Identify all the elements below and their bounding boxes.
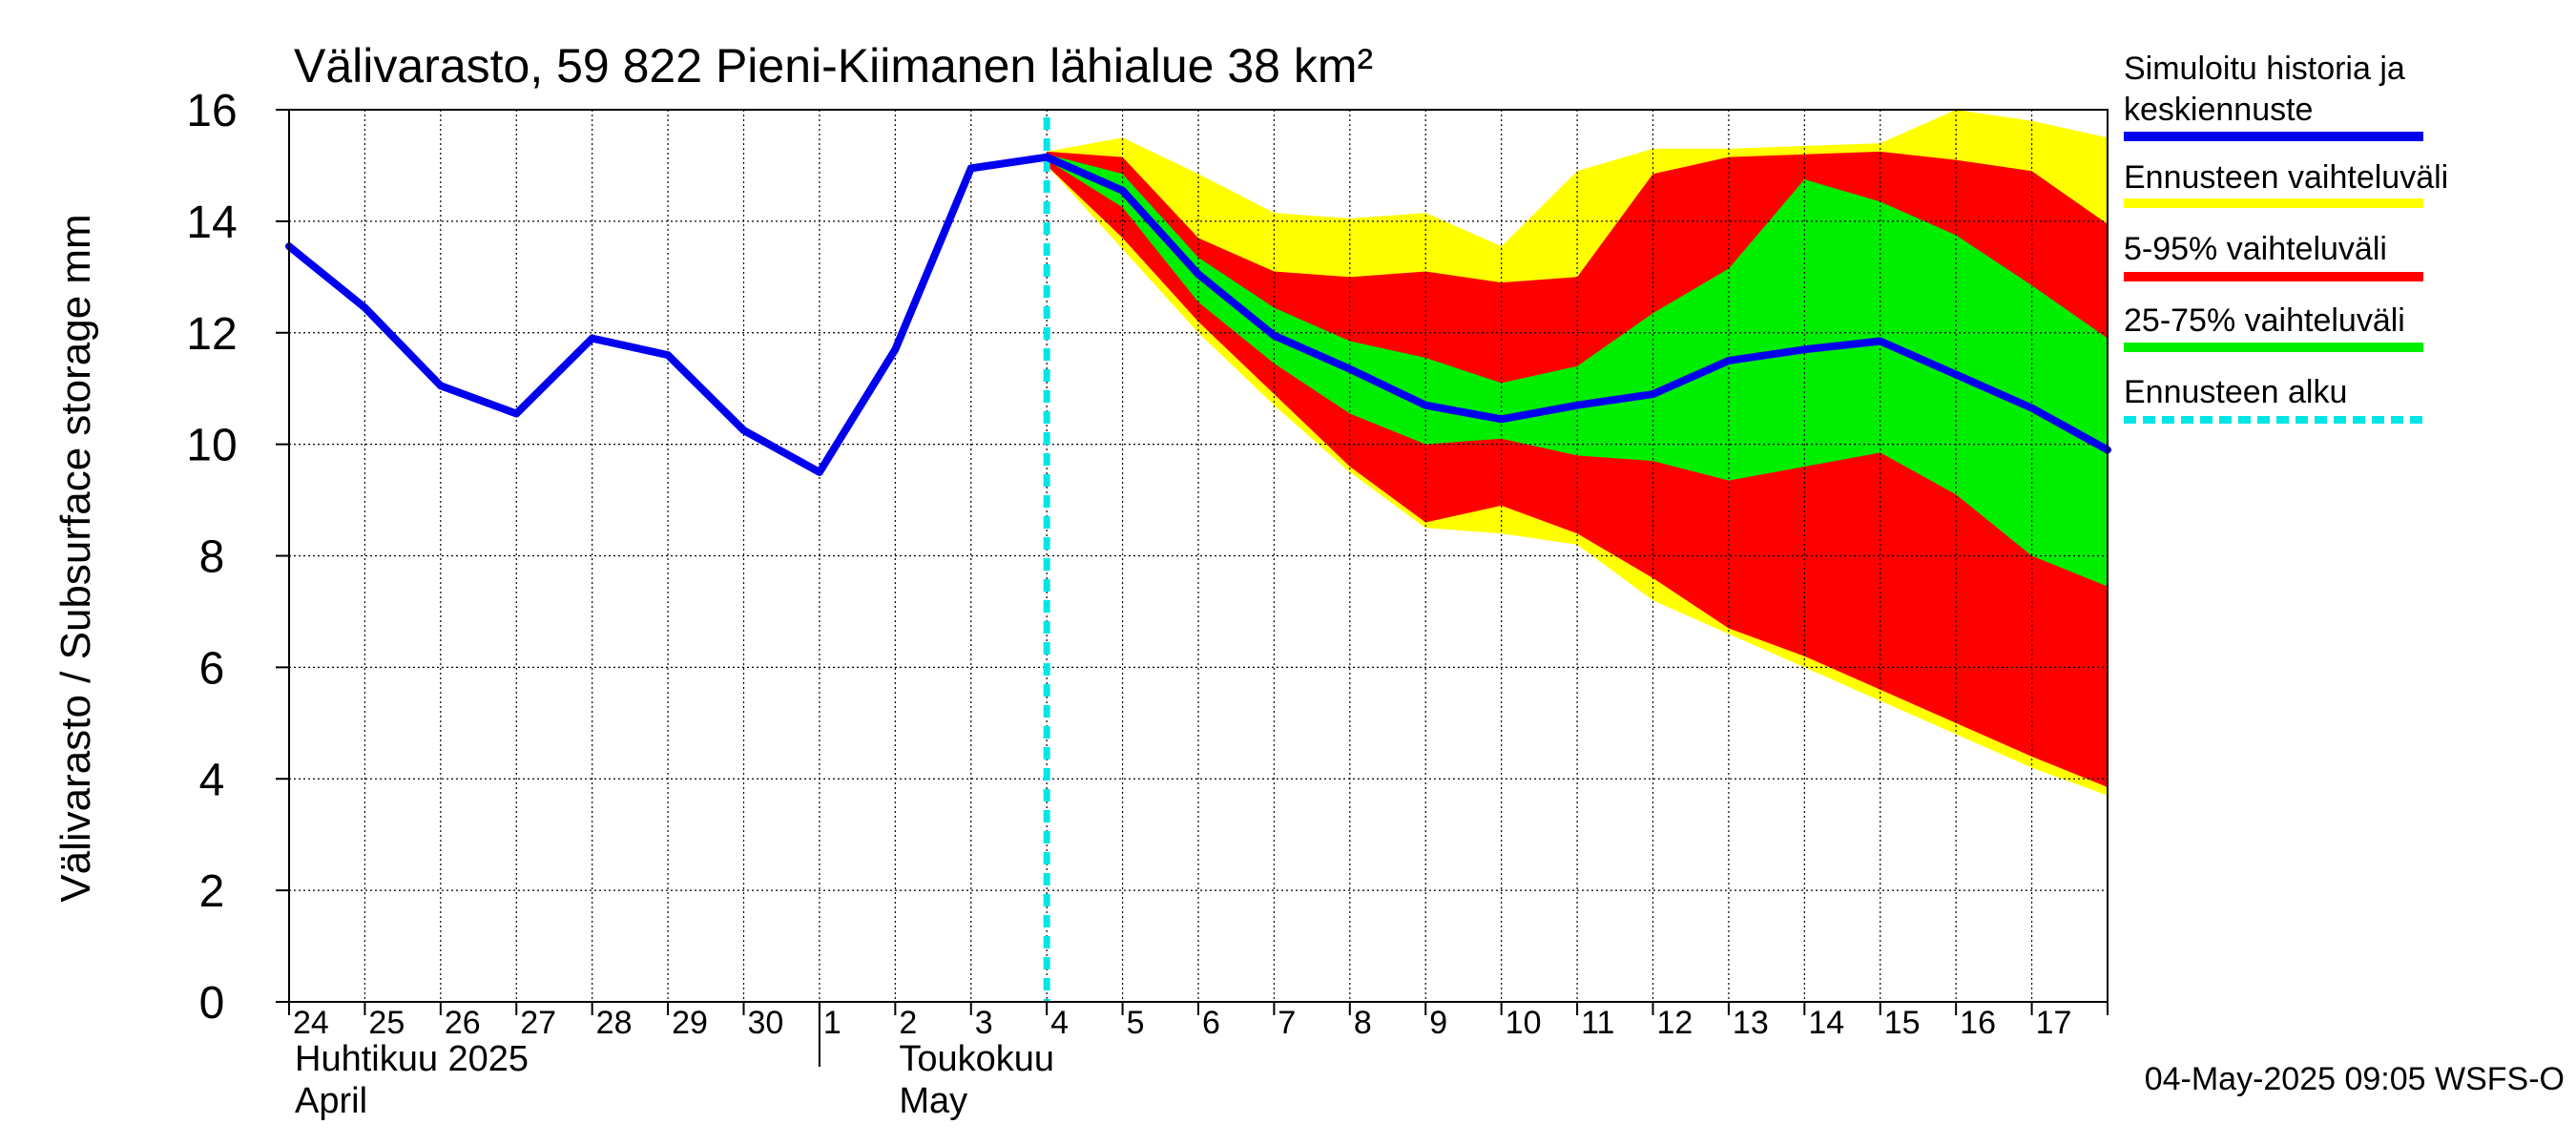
y-tick-label: 2: [199, 866, 225, 917]
y-tick-label: 6: [199, 643, 225, 694]
x-tick-label: 1: [823, 1005, 841, 1041]
x-tick-label: 24: [293, 1005, 329, 1041]
x-tick-label: 12: [1657, 1005, 1693, 1041]
x-tick-label: 8: [1354, 1005, 1372, 1041]
x-tick-label: 5: [1127, 1005, 1145, 1041]
y-tick-label: 16: [186, 86, 237, 136]
legend-label: Ennusteen alku: [2124, 374, 2347, 410]
x-tick-label: 17: [2036, 1005, 2072, 1041]
y-tick-label: 10: [186, 421, 237, 471]
x-tick-label: 26: [445, 1005, 481, 1041]
x-tick-label: 9: [1429, 1005, 1447, 1041]
y-tick-label: 14: [186, 198, 237, 248]
y-tick-label: 12: [186, 309, 237, 360]
month-label: Huhtikuu 2025: [295, 1039, 529, 1079]
x-tick-label: 2: [899, 1005, 917, 1041]
x-tick-label: 29: [672, 1005, 708, 1041]
legend: Simuloitu historia ja keskiennuste Ennuste…: [2124, 51, 2448, 424]
month-label: Toukokuu: [899, 1039, 1054, 1079]
legend-label: 5-95% vaihteluväli: [2124, 231, 2387, 267]
x-tick-label: 6: [1202, 1005, 1220, 1041]
y-tick-label: 8: [199, 532, 225, 583]
series-line-0: [285, 153, 2111, 476]
month-label-en: April: [295, 1081, 367, 1121]
x-tick-label: 3: [975, 1005, 993, 1041]
x-tick-label: 14: [1808, 1005, 1844, 1041]
y-tick-label: 4: [199, 755, 225, 805]
x-tick-label: 16: [1960, 1005, 1996, 1041]
legend-label-line2: keskiennuste: [2124, 92, 2313, 128]
x-tick-label: 10: [1506, 1005, 1542, 1041]
legend-label: 25-75% vaihteluväli: [2124, 302, 2405, 339]
y-axis-ticks: 0 2 4 6 8 10 12 14 16: [186, 86, 289, 1029]
y-axis-label: Välivarasto / Subsurface storage mm: [52, 214, 99, 902]
x-tick-label: 4: [1050, 1005, 1069, 1041]
band-3: [1047, 154, 2108, 587]
month-label-en: May: [899, 1081, 967, 1121]
x-tick-label: 30: [748, 1005, 784, 1041]
chart-title: Välivarasto, 59 822 Pieni-Kiimanen lähia…: [294, 39, 1373, 93]
series-lines: [285, 153, 2111, 476]
x-tick-label: 11: [1581, 1005, 1614, 1041]
x-tick-label: 15: [1884, 1005, 1921, 1041]
timestamp: 04-May-2025 09:05 WSFS-O: [2145, 1061, 2565, 1097]
x-tick-label: 27: [520, 1005, 556, 1041]
legend-label-line1: Simuloitu historia ja: [2124, 51, 2405, 87]
legend-label: Ennusteen vaihteluväli: [2124, 159, 2448, 196]
y-tick-label: 0: [199, 978, 225, 1029]
x-tick-label: 25: [368, 1005, 405, 1041]
x-tick-label: 28: [596, 1005, 633, 1041]
grid-lines: [289, 110, 2108, 1002]
x-axis-ticks: 24 25 26 27 28 29 30 1 2 3 4 5 6 7 8 9 10 11 12 13 14 15 16 17: [288, 1002, 2109, 1041]
x-tick-label: 13: [1733, 1005, 1769, 1041]
x-tick-label: 7: [1278, 1005, 1296, 1041]
